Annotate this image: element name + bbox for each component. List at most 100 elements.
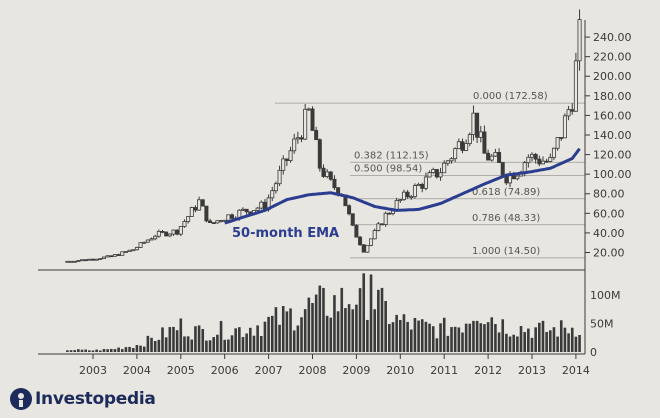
volume-bar <box>146 335 150 352</box>
volume-bar <box>534 327 537 352</box>
volume-bar <box>516 336 519 352</box>
volume-bar <box>453 326 457 352</box>
volume-bar <box>439 323 442 352</box>
volume-bar <box>527 328 530 352</box>
candle-body <box>178 226 183 235</box>
investopedia-logo: Investopedia <box>10 388 156 410</box>
candle-body <box>475 112 480 138</box>
candle-body <box>361 244 366 253</box>
candle-body <box>427 172 432 178</box>
year-tick-label: 2003 <box>79 364 107 377</box>
volume-bar <box>472 320 475 352</box>
year-tick-label: 2008 <box>299 364 327 377</box>
candle-body <box>284 158 289 161</box>
candle-body <box>101 256 106 259</box>
year-tick-label: 2012 <box>474 364 502 377</box>
candle-body <box>219 220 224 222</box>
volume-bar <box>194 326 197 352</box>
volume-bar <box>388 323 391 352</box>
candle-body <box>116 254 121 256</box>
volume-bar <box>541 320 545 352</box>
candle-body <box>215 220 220 224</box>
volume-bar <box>424 321 428 352</box>
volume-bar <box>212 337 216 352</box>
candle-body <box>354 224 359 238</box>
volume-bar <box>245 333 248 352</box>
candle-body <box>186 216 191 222</box>
volume-bar <box>157 339 161 352</box>
candle-body <box>317 139 322 169</box>
year-tick-label: 2013 <box>518 364 546 377</box>
candle-body <box>537 158 542 165</box>
volume-bar <box>117 347 120 352</box>
candle-body <box>292 138 297 152</box>
price-tick-label: 180.00 <box>593 90 632 103</box>
candle-body <box>387 212 392 215</box>
volume-bar <box>278 324 281 352</box>
candle-body <box>540 160 545 165</box>
candle-body <box>328 171 333 180</box>
volume-bar <box>175 330 179 352</box>
volume-bar <box>530 337 534 352</box>
volume-bar <box>468 323 472 352</box>
candle-body <box>438 172 443 178</box>
price-tick-label: 220.00 <box>593 51 632 64</box>
year-tick-label: 2005 <box>167 364 195 377</box>
volume-bar <box>153 340 157 352</box>
candle-body <box>383 212 388 225</box>
ema-label: 50-month EMA <box>232 226 339 241</box>
volume-bar <box>329 317 333 352</box>
volume-bar <box>135 345 139 352</box>
candle-body <box>171 229 176 235</box>
candle-body <box>555 137 560 149</box>
volume-bar <box>409 329 413 352</box>
candle-body <box>222 219 227 222</box>
candle-body <box>127 249 132 252</box>
volume-bar <box>128 346 131 352</box>
fib-level-label: 1.000 (14.50) <box>472 246 540 257</box>
candle-body <box>478 131 483 138</box>
volume-bar <box>508 336 512 352</box>
candle-body <box>500 162 505 176</box>
volume-bar <box>91 350 95 352</box>
fib-level-label: 0.382 (112.15) <box>354 150 429 161</box>
volume-bar <box>538 322 541 352</box>
candle-body <box>423 176 428 189</box>
price-tick-label: 160.00 <box>593 109 632 122</box>
volume-bar <box>402 314 406 352</box>
candle-body <box>416 183 421 187</box>
volume-tick-label: 0 <box>590 346 597 359</box>
volume-bar <box>205 340 208 352</box>
volume-bar <box>227 339 230 352</box>
volume-bar <box>234 328 237 352</box>
candle-body <box>577 19 582 62</box>
volume-bar <box>109 348 113 352</box>
volume-bar <box>186 336 190 352</box>
volume-bar <box>475 320 479 352</box>
volume-bar <box>303 309 307 352</box>
year-tick-label: 2007 <box>255 364 283 377</box>
candle-body <box>332 178 337 189</box>
candle-body <box>566 109 571 117</box>
volume-bar <box>216 334 219 352</box>
candle-body <box>164 231 169 237</box>
candle-body <box>182 221 187 227</box>
volume-bar <box>311 303 314 352</box>
fib-level-label: 0.618 (74.89) <box>472 187 540 198</box>
candle-body <box>167 233 172 237</box>
volume-bar <box>307 297 311 352</box>
volume-bar <box>208 340 212 352</box>
candle-body <box>365 244 370 253</box>
price-tick-label: 100.00 <box>593 168 632 181</box>
candle-body <box>80 259 85 262</box>
year-tick-label: 2009 <box>342 364 370 377</box>
price-tick-label: 200.00 <box>593 70 632 83</box>
fib-level-label: 0.000 (172.58) <box>473 91 548 102</box>
candle-body <box>193 207 198 211</box>
volume-bar <box>483 324 486 352</box>
volume-bar <box>369 274 373 352</box>
volume-bar <box>164 337 168 352</box>
candle-body <box>281 158 286 171</box>
volume-bar <box>431 326 435 352</box>
